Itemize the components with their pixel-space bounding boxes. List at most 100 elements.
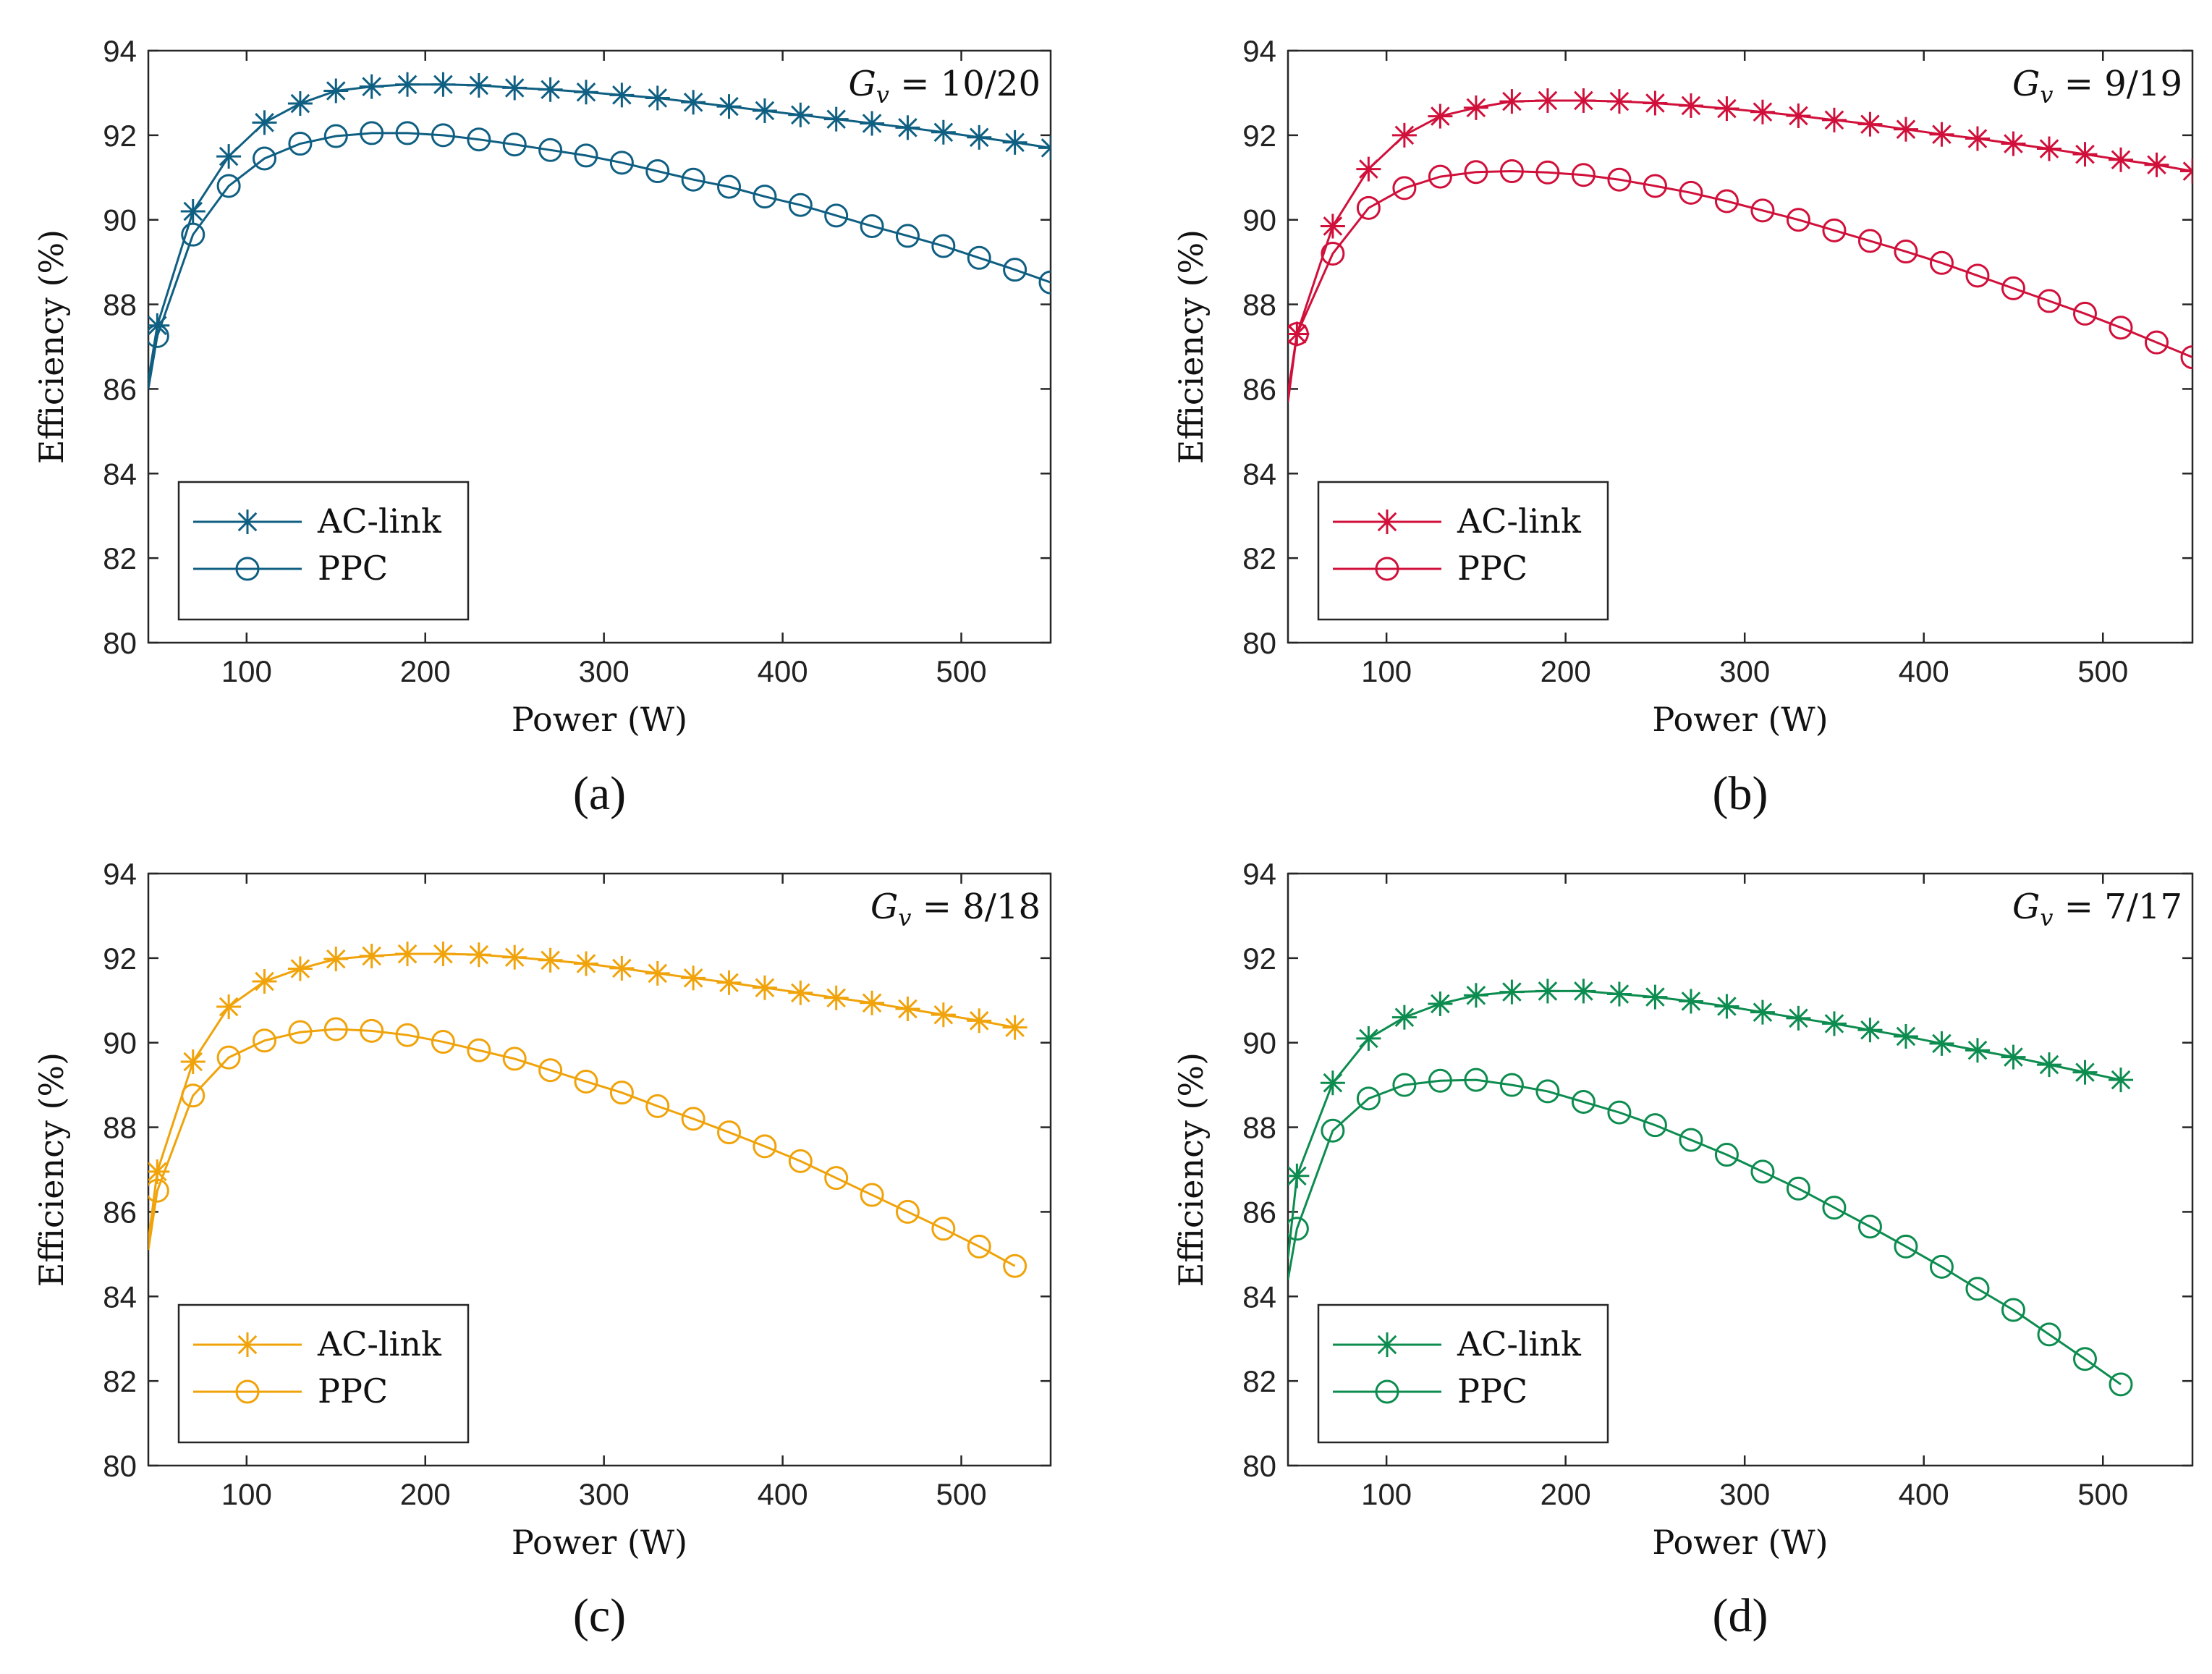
asterisk-stroke [933, 122, 954, 143]
data-point-asterisk [1499, 979, 1525, 1005]
panel-caption: (b) [1713, 767, 1768, 820]
series-group [1288, 88, 2192, 402]
asterisk-stroke [933, 1005, 954, 1025]
legend-asterisk-icon [235, 510, 260, 534]
asterisk-stroke [790, 983, 810, 1003]
y-tick-label: 90 [103, 203, 137, 237]
data-point-asterisk [1463, 95, 1488, 120]
asterisk-stroke [1288, 1166, 1307, 1186]
y-tick-label: 84 [1242, 1280, 1276, 1314]
data-point-circle [1822, 1196, 1847, 1220]
data-point-circle [538, 1058, 563, 1083]
legend-label-ac-link: AC-link [1457, 1324, 1582, 1364]
asterisk-stroke [237, 1335, 258, 1355]
legend-circle-icon [1375, 557, 1399, 581]
data-point-circle [181, 222, 205, 247]
asterisk-stroke [1609, 91, 1630, 111]
data-point-circle [717, 174, 742, 199]
asterisk-stroke [1681, 96, 1701, 116]
data-point-circle [1679, 180, 1703, 205]
asterisk-stroke [576, 954, 596, 973]
data-point-asterisk [1571, 978, 1596, 1004]
asterisk-stroke [1574, 90, 1593, 111]
data-point-asterisk [1535, 88, 1560, 113]
legend-circle-icon [235, 1379, 260, 1404]
data-point-asterisk [2036, 1052, 2061, 1078]
asterisk-stroke [1394, 125, 1415, 145]
y-tick-label: 94 [103, 857, 137, 891]
legend-label-ppc: PPC [1457, 1371, 1527, 1411]
asterisk-stroke [1824, 110, 1844, 130]
data-point-asterisk [681, 965, 706, 991]
data-point-circle [1464, 160, 1488, 185]
gv-annotation: Gv = 7/17 [2012, 887, 2182, 931]
data-point-circle [609, 1081, 634, 1105]
data-point-circle [1857, 229, 1882, 253]
data-point-circle [1499, 1073, 1524, 1097]
asterisk-stroke [183, 1052, 203, 1072]
data-point-asterisk [1714, 994, 1739, 1019]
data-point-circle [2001, 1298, 2025, 1322]
data-point-circle [1822, 218, 1847, 242]
asterisk-stroke [648, 963, 668, 984]
data-point-circle [1288, 1217, 1309, 1241]
asterisk-stroke [862, 993, 882, 1013]
asterisk-stroke [1431, 994, 1450, 1014]
data-point-circle [2037, 289, 2061, 313]
asterisk-stroke [255, 113, 274, 132]
data-point-asterisk [860, 111, 885, 136]
gv-symbol: G [2012, 64, 2040, 104]
data-point-asterisk [1750, 99, 1775, 124]
data-point-circle [1929, 1254, 1954, 1279]
asterisk-stroke [1502, 982, 1522, 1002]
data-point-circle [253, 146, 277, 171]
data-point-circle [181, 1083, 205, 1108]
asterisk-stroke [898, 118, 918, 138]
x-tick-label: 100 [221, 1477, 272, 1511]
data-point-circle [1288, 321, 1309, 346]
asterisk-stroke [2004, 1047, 2023, 1067]
data-point-circle [753, 185, 777, 209]
data-point-circle [931, 1217, 956, 1241]
data-point-asterisk [1391, 122, 1417, 148]
y-tick-label: 86 [1242, 1195, 1276, 1229]
x-tick-label: 500 [936, 654, 986, 688]
asterisk-stroke [397, 944, 418, 964]
asterisk-stroke [1466, 98, 1486, 118]
x-axis-label: Power (W) [1652, 1523, 1828, 1562]
y-tick-label: 82 [103, 541, 137, 575]
legend-asterisk-icon [1375, 510, 1399, 534]
data-point-asterisk [1356, 1026, 1381, 1051]
y-tick-label: 90 [1242, 1026, 1276, 1060]
asterisk-stroke [1538, 981, 1558, 1001]
x-tick-label: 100 [1361, 1477, 1412, 1511]
asterisk-stroke [183, 201, 203, 221]
y-tick-label: 92 [1242, 942, 1276, 976]
data-point-asterisk [788, 980, 813, 1005]
data-point-circle [360, 121, 384, 145]
data-point-circle [824, 203, 849, 228]
x-tick-label: 300 [1719, 654, 1770, 688]
data-point-asterisk [645, 960, 670, 986]
gv-value: = 7/17 [2053, 887, 2182, 927]
y-tick-label: 90 [1242, 203, 1276, 237]
data-point-asterisk [180, 199, 205, 224]
data-point-asterisk [1002, 130, 1027, 155]
data-point-asterisk [2072, 142, 2098, 167]
asterisk-stroke [504, 78, 525, 98]
data-point-circle [967, 1234, 991, 1259]
legend: AC-link PPC [177, 481, 470, 621]
asterisk-stroke [1824, 1014, 1844, 1033]
asterisk-stroke [1967, 1040, 1988, 1060]
data-point-asterisk [287, 956, 313, 981]
data-point-circle [1428, 164, 1452, 189]
data-point-asterisk [180, 1049, 205, 1075]
asterisk-stroke [1860, 114, 1880, 134]
x-tick-label: 400 [1899, 654, 1949, 688]
asterisk-stroke [1377, 512, 1397, 532]
y-tick-label: 92 [103, 119, 137, 153]
asterisk-stroke [219, 146, 239, 166]
x-tick-label: 300 [1719, 1477, 1770, 1511]
asterisk-stroke [2004, 134, 2023, 153]
